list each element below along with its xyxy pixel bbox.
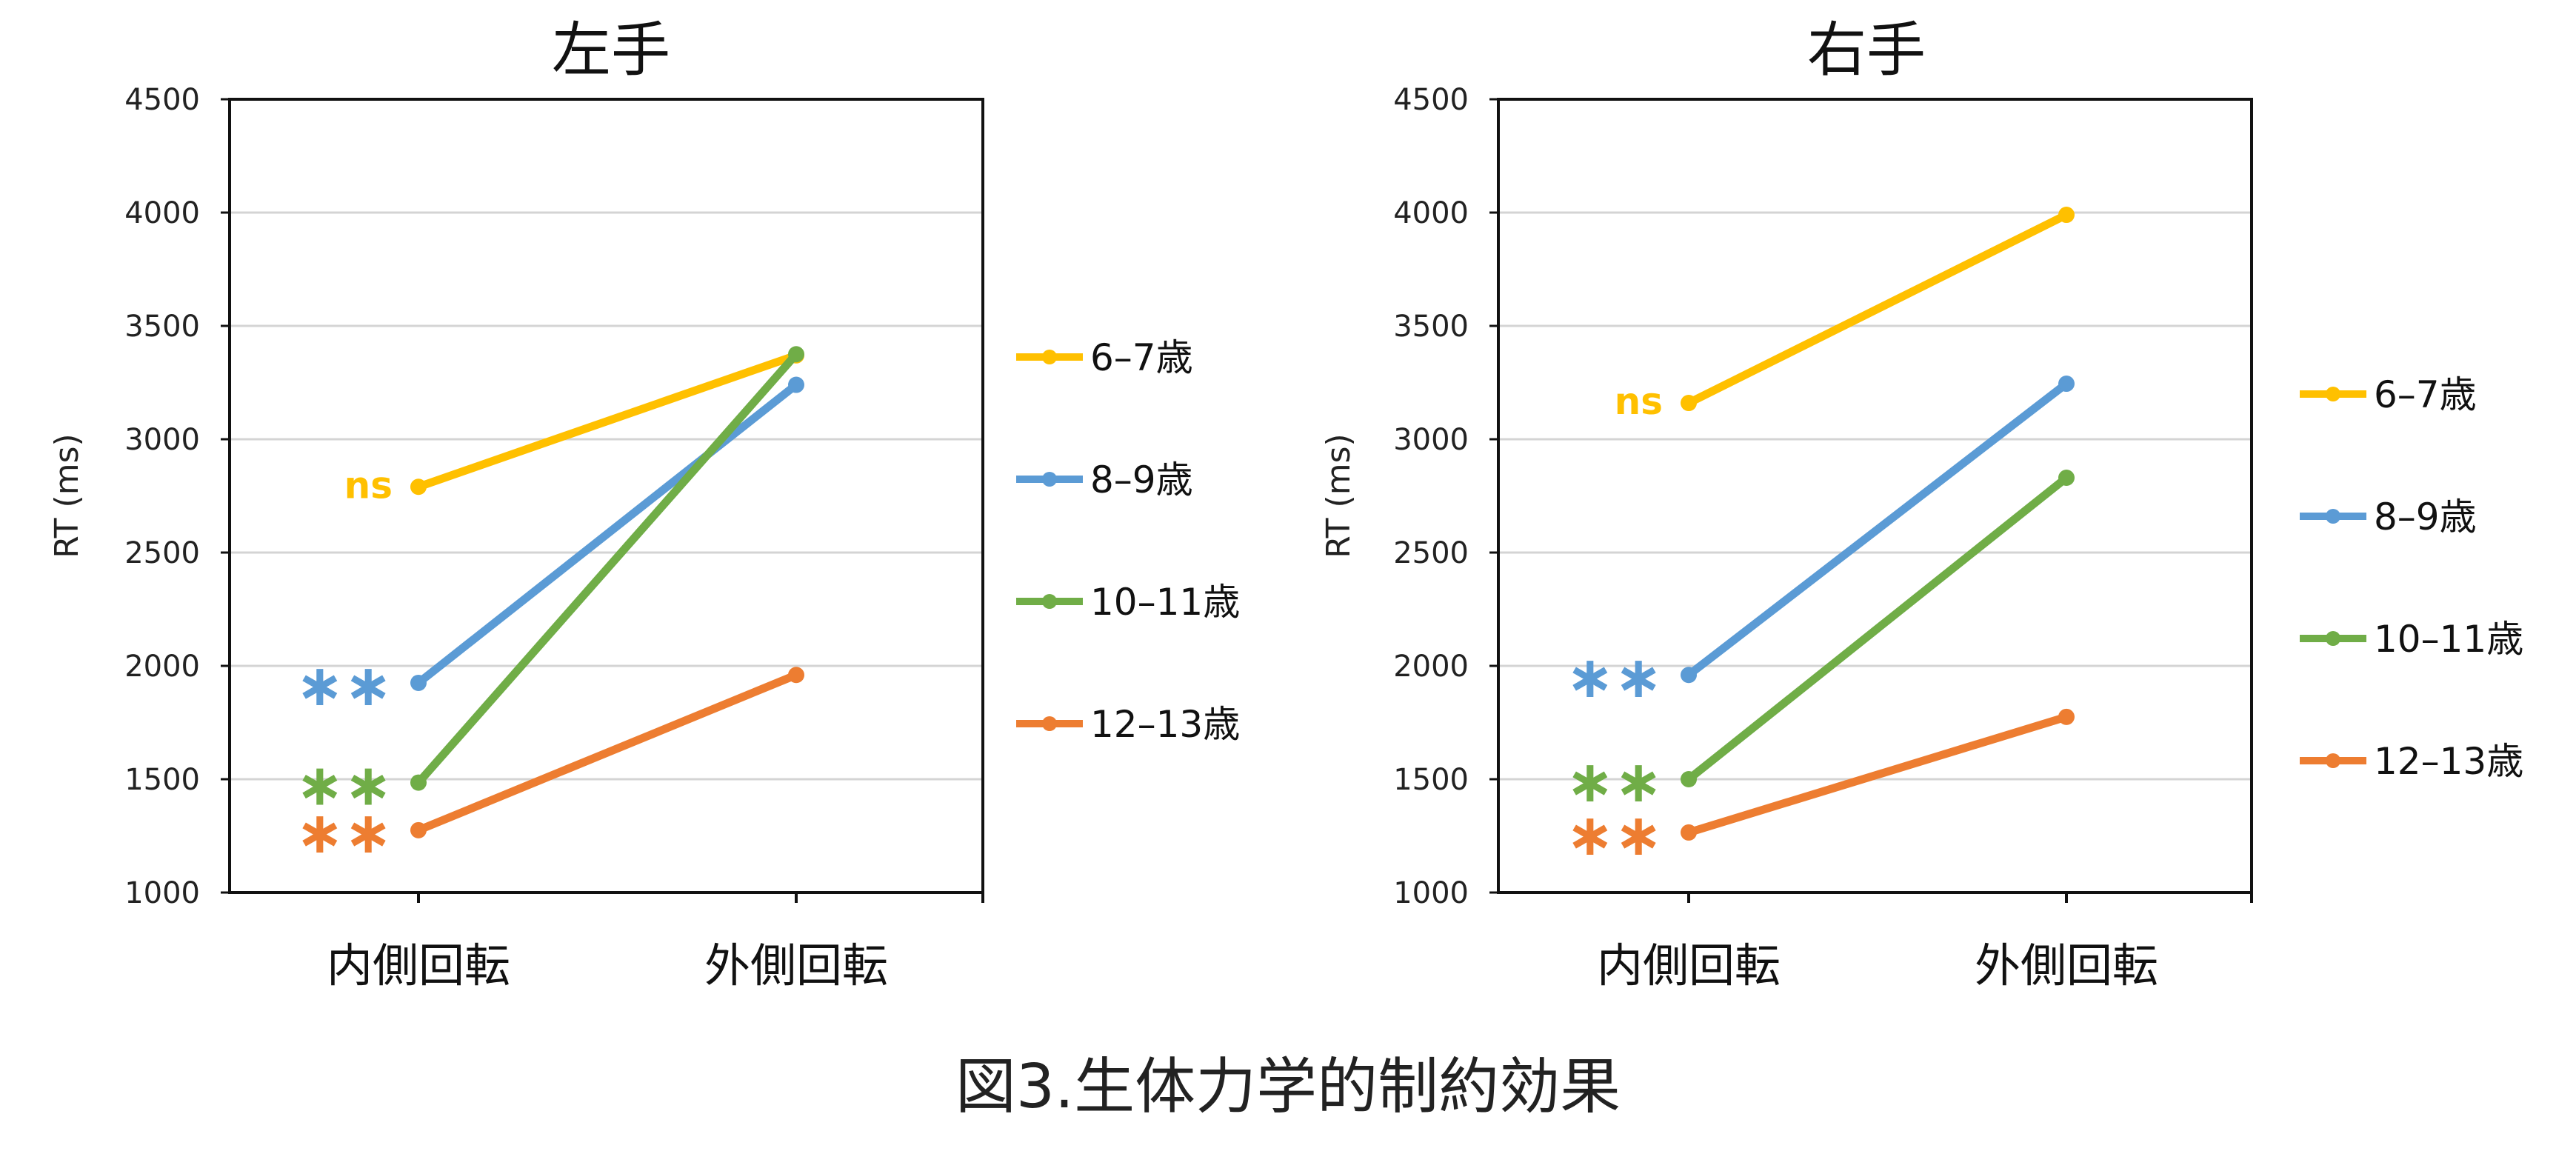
series-line <box>1684 713 2071 837</box>
chart-2: 右手 1000 1500 2000 2500 3000 3500 4000 4500 内側回転 外側… <box>1320 16 2523 993</box>
series-2: ∗∗ <box>296 376 804 719</box>
legend-marker <box>1042 350 1057 364</box>
y-tick-label: 3500 <box>1393 310 1469 344</box>
significance-marker: ∗∗ <box>296 800 393 867</box>
data-point <box>2058 470 2075 487</box>
chart-title: 右手 <box>1807 16 1926 84</box>
series-line <box>1684 210 2071 407</box>
y-tick-label: 4000 <box>1393 196 1469 230</box>
y-tick-label: 2000 <box>1393 650 1469 684</box>
series-4: ∗∗ <box>296 667 804 867</box>
data-point <box>788 376 804 393</box>
legend-label: 12–13歳 <box>1090 703 1240 746</box>
y-axis-label: RT (ms) <box>48 433 86 558</box>
y-tick-label: 2500 <box>1393 536 1469 570</box>
x-tick-label: 外側回転 <box>1975 938 2158 993</box>
legend-entry: 6–7歳 <box>2300 373 2477 416</box>
legend-entry: 12–13歳 <box>2300 740 2523 783</box>
legend-entry: 8–9歳 <box>2300 496 2477 538</box>
data-point <box>1681 667 1697 684</box>
significance-marker: ∗∗ <box>1566 644 1663 711</box>
legend-label: 8–9歳 <box>2374 496 2477 538</box>
data-point <box>788 667 804 684</box>
figure-caption: 図3.生体力学的制約効果 <box>955 1052 1621 1122</box>
legend-marker <box>1042 594 1057 609</box>
plot-frame <box>228 98 984 894</box>
series-3: ∗∗ <box>296 346 804 819</box>
x-tick-label: 内側回転 <box>1597 938 1781 993</box>
data-point <box>2058 207 2075 224</box>
legend-entry: 10–11歳 <box>2300 618 2523 661</box>
y-tick-label: 1500 <box>124 763 200 797</box>
y-axis-label: RT (ms) <box>1320 433 1358 558</box>
significance-marker: ∗∗ <box>1566 802 1663 869</box>
legend-marker <box>2326 509 2340 524</box>
legend-marker <box>2326 631 2340 646</box>
y-tick-label: 3000 <box>1393 423 1469 457</box>
data-point <box>2058 376 2075 393</box>
significance-marker: ∗∗ <box>296 753 393 819</box>
legend-entry: 10–11歳 <box>1016 581 1240 624</box>
significance-marker: ∗∗ <box>296 653 393 719</box>
series-line <box>1684 473 2071 784</box>
legend-label: 12–13歳 <box>2374 740 2523 783</box>
x-tick-label: 外側回転 <box>704 938 888 993</box>
data-point <box>410 674 427 691</box>
y-tick-label: 4000 <box>124 196 200 230</box>
significance-marker: ns <box>1615 380 1663 423</box>
y-tick-label: 3000 <box>124 423 200 457</box>
legend-marker <box>1042 716 1057 731</box>
series-3: ∗∗ <box>1566 470 2075 816</box>
data-point <box>2058 708 2075 725</box>
series-line <box>1684 379 2071 679</box>
y-tick-label: 4500 <box>1393 83 1469 117</box>
y-tick-label: 4500 <box>124 83 200 117</box>
data-point <box>1681 824 1697 841</box>
legend-entry: 12–13歳 <box>1016 703 1240 746</box>
y-tick-label: 1000 <box>1393 876 1469 910</box>
series-line <box>414 351 801 491</box>
series-line <box>414 381 801 687</box>
series-4: ∗∗ <box>1566 708 2075 869</box>
series-1: ns <box>1615 207 2075 423</box>
y-tick-label: 2500 <box>124 536 200 570</box>
legend-marker <box>2326 753 2340 768</box>
chart-1: 左手 1000 1500 2000 2500 3000 3500 4000 4500 内側回転 外側… <box>48 16 1240 993</box>
legend-label: 6–7歳 <box>1090 336 1193 379</box>
significance-marker: ns <box>344 464 393 507</box>
series-line <box>414 350 801 787</box>
legend-label: 8–9歳 <box>1090 458 1193 501</box>
legend-entry: 6–7歳 <box>1016 336 1193 379</box>
x-tick-label: 内側回転 <box>327 938 510 993</box>
y-tick-label: 2000 <box>124 650 200 684</box>
series-line <box>414 670 801 835</box>
legend-label: 10–11歳 <box>2374 618 2523 661</box>
y-tick-label: 1000 <box>124 876 200 910</box>
plot-frame <box>1497 98 2253 894</box>
data-point <box>1681 395 1697 412</box>
data-point <box>410 478 427 496</box>
series-2: ∗∗ <box>1566 376 2075 711</box>
data-point <box>1681 771 1697 787</box>
data-point <box>410 821 427 838</box>
y-tick-label: 1500 <box>1393 763 1469 797</box>
chart-title: 左手 <box>552 16 670 84</box>
y-tick-label: 3500 <box>124 310 200 344</box>
data-point <box>410 774 427 791</box>
legend-label: 6–7歳 <box>2374 373 2477 416</box>
significance-marker: ∗∗ <box>1566 749 1663 816</box>
legend-label: 10–11歳 <box>1090 581 1240 624</box>
legend-marker <box>2326 387 2340 401</box>
data-point <box>788 346 804 363</box>
legend-entry: 8–9歳 <box>1016 458 1193 501</box>
legend-marker <box>1042 472 1057 487</box>
